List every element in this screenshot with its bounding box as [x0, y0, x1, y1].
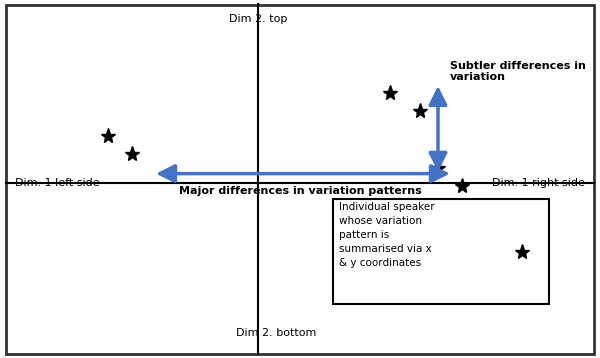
Text: Dim 2. bottom: Dim 2. bottom	[236, 328, 316, 338]
Text: Dim 2. top: Dim 2. top	[229, 14, 287, 24]
Text: Major differences in variation patterns: Major differences in variation patterns	[179, 186, 421, 196]
Bar	[333, 199, 549, 304]
Text: Dim. 1 left side: Dim. 1 left side	[15, 178, 100, 188]
Text: Subtler differences in
variation: Subtler differences in variation	[450, 61, 586, 82]
Text: Dim. 1 right side: Dim. 1 right side	[492, 178, 585, 188]
Text: Individual speaker
whose variation
pattern is
summarised via x
& y coordinates: Individual speaker whose variation patte…	[339, 202, 434, 268]
